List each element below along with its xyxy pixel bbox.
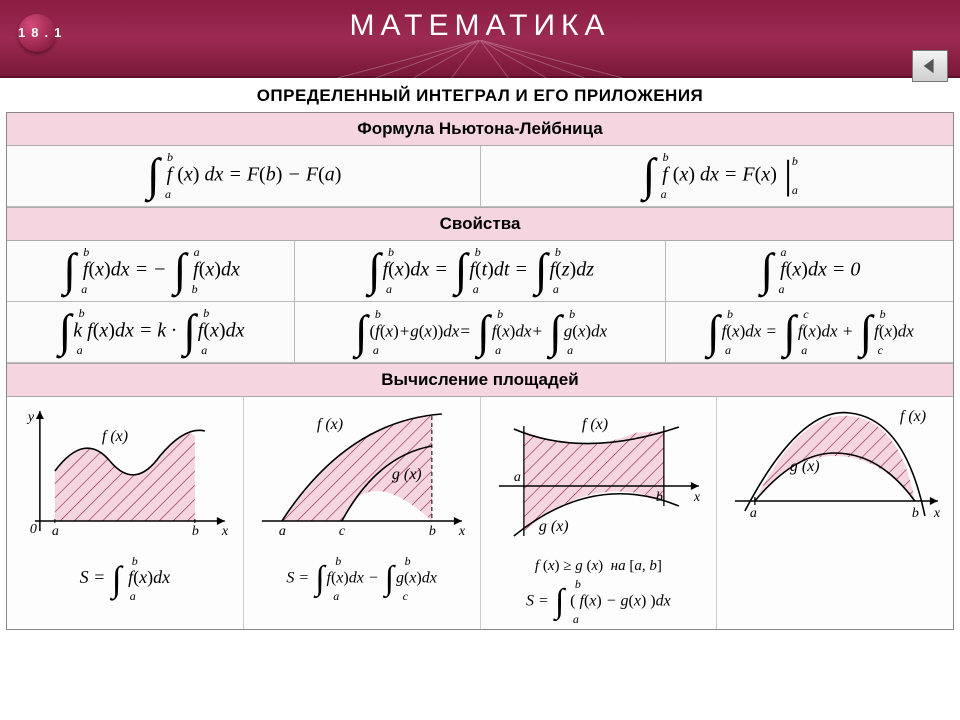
- area-row: 0 a b x y f (x) S = b∫a f(x)dx: [7, 397, 953, 629]
- plot-3-svg: a b x f (x) g (x): [483, 401, 715, 551]
- svg-text:x: x: [221, 524, 229, 539]
- svg-text:x: x: [692, 490, 700, 505]
- prop-6: b∫af(x)dx = c∫af(x)dx + b∫cf(x)dx: [666, 302, 953, 362]
- svg-text:c: c: [339, 524, 346, 539]
- svg-text:g (x): g (x): [392, 466, 422, 483]
- plot-2-svg: a c b x f (x) g (x): [246, 401, 478, 551]
- header-rays-decoration: [320, 40, 640, 78]
- prop-4: b∫ak f(x)dx = k · b∫af(x)dx: [7, 302, 295, 362]
- svg-text:b: b: [429, 524, 436, 539]
- svg-text:g (x): g (x): [538, 518, 568, 535]
- back-button[interactable]: [912, 50, 948, 82]
- svg-text:f (x): f (x): [317, 416, 343, 433]
- svg-text:0: 0: [30, 522, 37, 537]
- content-sheet: Формула Ньютона-Лейбница b∫a f (x) dx = …: [6, 112, 954, 630]
- area-plot-3: a b x f (x) g (x) f (x) ≥ g (x) на [a, b…: [481, 397, 718, 629]
- area-formula-34: S = b∫a ( f(x) − g(x) )dx: [483, 579, 715, 621]
- section-header-newton: Формула Ньютона-Лейбница: [7, 113, 953, 146]
- svg-text:f (x): f (x): [102, 428, 128, 445]
- back-icon: [921, 57, 939, 75]
- svg-text:x: x: [458, 524, 466, 539]
- section-header-properties: Свойства: [7, 207, 953, 241]
- header-title: МАТЕМАТИКА: [349, 9, 610, 42]
- area-note-3: f (x) ≥ g (x) на [a, b]: [483, 556, 715, 577]
- area-formula-2: S = b∫af(x)dx − b∫cg(x)dx: [246, 556, 478, 598]
- newton-formula-2: b∫a f (x) dx = F(x) |ba: [481, 146, 954, 206]
- properties-row-2: b∫ak f(x)dx = k · b∫af(x)dx b∫a(f(x)+g(x…: [7, 302, 953, 363]
- prop-5: b∫a(f(x)+g(x))dx= b∫af(x)dx+ b∫ag(x)dx: [295, 302, 666, 362]
- area-plot-4: a b x f (x) g (x): [717, 397, 953, 629]
- section-badge: 18.1: [18, 14, 56, 52]
- svg-text:a: a: [52, 524, 59, 539]
- newton-row: b∫a f (x) dx = F(b) − F(a) b∫a f (x) dx …: [7, 146, 953, 207]
- svg-text:a: a: [279, 524, 286, 539]
- svg-text:f (x): f (x): [581, 416, 607, 433]
- properties-row-1: b∫a f(x)dx = − a∫b f(x)dx b∫af(x)dx = b∫…: [7, 241, 953, 302]
- svg-text:x: x: [933, 506, 941, 521]
- svg-text:b: b: [655, 490, 662, 505]
- svg-text:y: y: [26, 410, 35, 425]
- area-plot-2: a c b x f (x) g (x) S = b∫af(x)dx − b∫cg…: [244, 397, 481, 629]
- svg-text:b: b: [192, 524, 199, 539]
- header-banner: МАТЕМАТИКА 18.1: [0, 0, 960, 78]
- area-formula-1: S = b∫a f(x)dx: [9, 556, 241, 598]
- plot-4-svg: a b x f (x) g (x): [719, 401, 951, 551]
- svg-text:a: a: [513, 470, 520, 485]
- prop-2: b∫af(x)dx = b∫af(t)dt = b∫af(z)dz: [295, 241, 666, 301]
- section-header-areas: Вычисление площадей: [7, 363, 953, 397]
- svg-text:f (x): f (x): [900, 408, 926, 425]
- svg-text:g (x): g (x): [790, 458, 820, 475]
- prop-3: a∫a f(x)dx = 0: [666, 241, 953, 301]
- page-title: ОПРЕДЕЛЕННЫЙ ИНТЕГРАЛ И ЕГО ПРИЛОЖЕНИЯ: [0, 78, 960, 112]
- svg-text:b: b: [912, 506, 919, 521]
- area-plot-1: 0 a b x y f (x) S = b∫a f(x)dx: [7, 397, 244, 629]
- plot-1-svg: 0 a b x y f (x): [9, 401, 241, 551]
- newton-formula-1: b∫a f (x) dx = F(b) − F(a): [7, 146, 481, 206]
- svg-text:a: a: [750, 506, 757, 521]
- prop-1: b∫a f(x)dx = − a∫b f(x)dx: [7, 241, 295, 301]
